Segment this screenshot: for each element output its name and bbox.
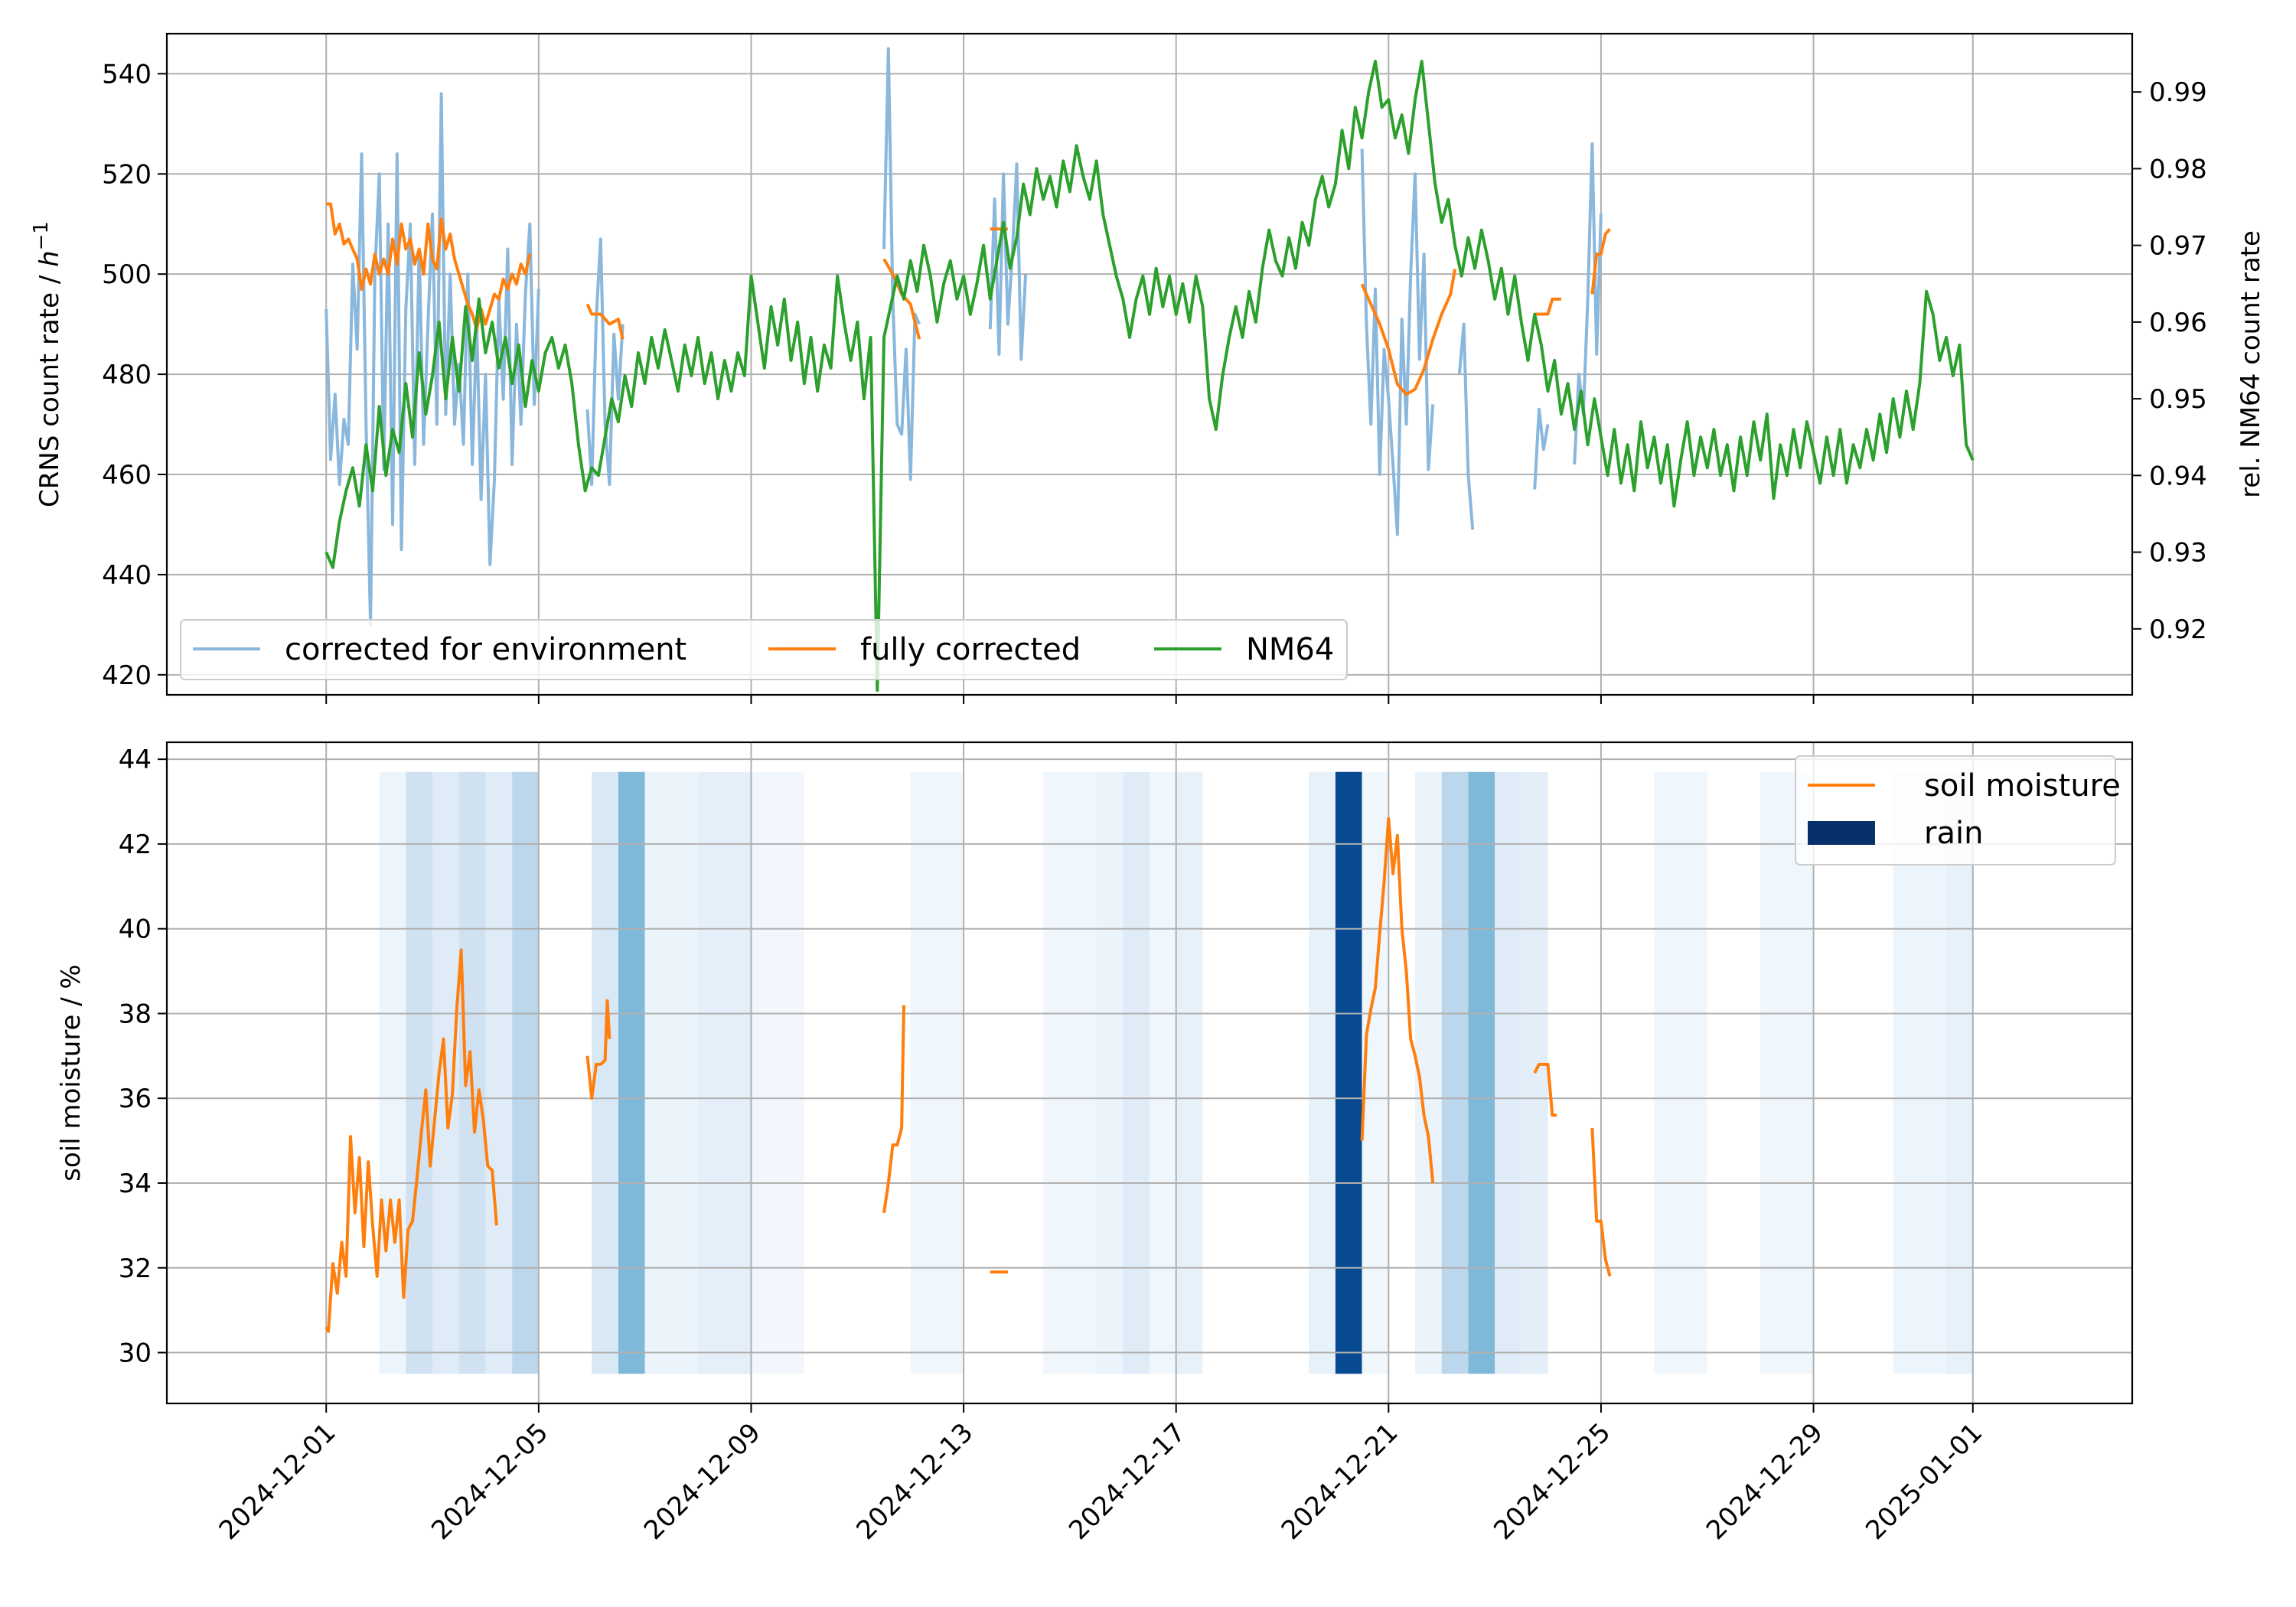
- top-series: [325, 47, 1975, 692]
- series-corrected-for-environment: [1457, 322, 1475, 530]
- top-plot-frame: [165, 32, 2134, 696]
- y2-tick-label: 0.98: [2149, 154, 2207, 184]
- rain-bar: [751, 771, 804, 1374]
- series-corrected-for-environment: [325, 92, 540, 627]
- top-chart-panel: 420 440 460 480 500 520 540 0.92 0.93 0.94 0.95 0.9…: [30, 32, 2266, 704]
- legend-label-nm64: NM64: [1246, 632, 1334, 667]
- series-corrected-for-environment: [585, 237, 625, 487]
- rain-bar: [1495, 771, 1521, 1374]
- y-tick-label: 480: [102, 360, 152, 390]
- series-soil-moisture: [585, 999, 612, 1100]
- unit-exponent: −1: [30, 221, 53, 250]
- top-y-axis-label-main: CRNS count rate /: [34, 267, 65, 507]
- y-tick-label: 540: [102, 59, 152, 90]
- rain-bar: [1654, 771, 1707, 1374]
- y2-tick-label: 0.94: [2149, 461, 2207, 491]
- rain-bar: [485, 771, 513, 1374]
- rain-bar: [1468, 771, 1495, 1374]
- series-fully-corrected: [585, 303, 625, 340]
- rain-bar: [1335, 771, 1362, 1374]
- rain-bar: [1309, 771, 1336, 1374]
- rain-bar: [1521, 771, 1548, 1374]
- y-tick-label: 520: [102, 159, 152, 190]
- series-corrected-for-environment: [988, 162, 1028, 361]
- y-tick-label: 36: [119, 1084, 152, 1114]
- rain-bars: [379, 771, 1973, 1374]
- y2-tick-label: 0.95: [2149, 384, 2207, 415]
- rain-bar: [910, 771, 964, 1374]
- rain-bar: [1096, 771, 1124, 1374]
- bottom-legend-box: [1795, 755, 2116, 865]
- rain-bar: [406, 771, 433, 1374]
- y-tick-label: 40: [119, 914, 152, 945]
- series-nm64: [325, 60, 1975, 692]
- rain-bar: [1043, 771, 1097, 1374]
- rain-bar: [1946, 771, 1973, 1374]
- series-fully-corrected: [1590, 227, 1611, 295]
- series-fully-corrected: [1360, 269, 1457, 396]
- bottom-grid: [167, 742, 2132, 1403]
- series-fully-corrected: [326, 202, 532, 331]
- y-tick-label: 30: [119, 1338, 152, 1369]
- legend-label-fully-corrected: fully corrected: [860, 632, 1081, 667]
- y-tick-label: 440: [102, 560, 152, 591]
- series-corrected-for-environment: [1573, 142, 1603, 464]
- bottom-y-axis-label: soil moisture / %: [56, 964, 86, 1182]
- rain-bar: [1123, 771, 1150, 1374]
- y-tick-label: 460: [102, 460, 152, 491]
- series-corrected-for-environment: [1533, 407, 1550, 490]
- top-ticks: 420 440 460 480 500 520 540 0.92 0.93 0.94 0.95 0.9…: [102, 59, 2207, 704]
- y-tick-label: 44: [119, 745, 152, 775]
- series-soil-moisture: [1360, 817, 1435, 1184]
- y2-tick-label: 0.92: [2149, 614, 2207, 645]
- rain-bar: [1150, 771, 1176, 1374]
- y2-tick-label: 0.97: [2149, 231, 2207, 262]
- series-soil-moisture: [1533, 1062, 1557, 1117]
- rain-bar: [1176, 771, 1203, 1374]
- y-tick-label: 38: [119, 999, 152, 1029]
- series-soil-moisture: [882, 1005, 905, 1214]
- series-corrected-for-environment: [1360, 148, 1435, 536]
- series-corrected-for-environment: [882, 47, 921, 481]
- rain-bar: [644, 771, 699, 1374]
- y-tick-label: 420: [102, 660, 152, 691]
- legend-label-rain: rain: [1924, 816, 1983, 851]
- top-y2-axis-label: rel. NM64 count rate: [2236, 230, 2266, 498]
- y-tick-label: 42: [119, 830, 152, 860]
- legend-label-soil-moisture: soil moisture: [1924, 768, 2121, 804]
- top-legend: corrected for environment fully correcte…: [180, 619, 1348, 680]
- series-soil-moisture: [325, 948, 498, 1333]
- y-tick-label: 32: [119, 1253, 152, 1284]
- rain-bar: [1441, 771, 1469, 1374]
- rain-bar: [618, 771, 645, 1374]
- top-legend-box: [180, 619, 1348, 680]
- bottom-plot-frame: [165, 741, 2134, 1405]
- rain-bar: [1760, 771, 1814, 1374]
- y-tick-label: 34: [119, 1169, 152, 1199]
- y2-tick-label: 0.96: [2149, 308, 2207, 338]
- series-soil-moisture: [1590, 1127, 1612, 1277]
- y2-tick-label: 0.99: [2149, 77, 2207, 108]
- legend-label-corrected: corrected for environment: [285, 632, 687, 667]
- bottom-series: [325, 817, 1612, 1333]
- y-tick-label: 500: [102, 259, 152, 290]
- top-y-axis-label: CRNS count rate / h−1: [30, 221, 65, 507]
- unit-h: h: [34, 250, 65, 267]
- rain-bar: [512, 771, 539, 1374]
- legend-swatch-rain: [1808, 821, 1875, 845]
- y2-tick-label: 0.93: [2149, 538, 2207, 569]
- bottom-legend: soil moisture rain: [1795, 755, 2121, 865]
- bottom-chart-panel: 2024-12-01 2024-12-05 2024-12-09 2024-12-13…: [56, 741, 2134, 1546]
- series-fully-corrected: [1534, 297, 1561, 316]
- rain-bar: [698, 771, 752, 1374]
